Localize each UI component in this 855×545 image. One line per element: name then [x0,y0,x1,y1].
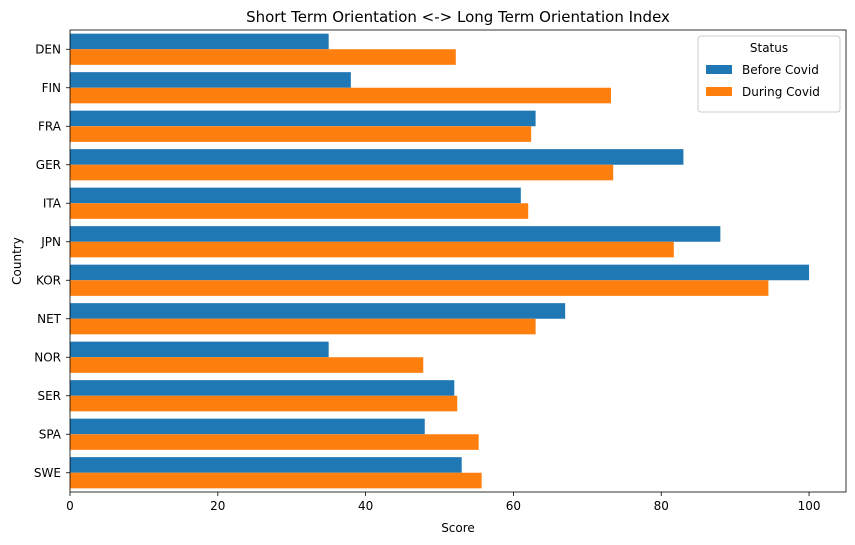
y-tick-label-ita: ITA [43,196,62,210]
y-axis-label: Country [10,237,24,285]
plot-area [69,29,847,493]
y-axis: DEN FIN FRA GER ITA JPN KOR NET NOR SER SPA SWE [34,42,70,480]
bar-den-before-covid [70,33,329,50]
bar-nor-during-covid [70,357,424,373]
bar-den-during-covid [70,49,456,65]
bar-ger-during-covid [70,164,614,181]
y-tick-label-fra: FRA [38,119,62,133]
bar-ser-before-covid [70,380,455,396]
y-tick-label-spa: SPA [39,427,62,441]
bar-nor-before-covid [70,341,329,358]
legend-label-before-covid: Before Covid [742,63,819,77]
bar-kor-during-covid [70,280,769,296]
legend-title: Status [750,41,788,55]
legend: Status Before Covid During Covid [697,35,841,113]
y-tick-label-fin: FIN [42,81,61,95]
x-tick-label: 60 [506,499,521,513]
bar-kor-before-covid [70,264,810,281]
y-tick-label-nor: NOR [34,350,61,364]
bar-net-during-covid [70,318,536,335]
legend-label-during-covid: During Covid [742,85,820,99]
y-tick-label-kor: KOR [36,273,61,287]
bar-fra-before-covid [70,110,536,127]
bar-spa-before-covid [70,418,425,435]
x-tick-label: 80 [654,499,669,513]
legend-swatch-during-covid [706,87,732,96]
y-tick-label-ger: GER [36,158,61,172]
bar-jpn-before-covid [70,226,721,242]
bar-fin-during-covid [70,87,611,104]
chart-title: Short Term Orientation <-> Long Term Ori… [246,8,670,26]
plot-frame [69,29,847,493]
x-tick-label: 20 [210,499,225,513]
bar-ita-during-covid [70,203,529,219]
bar-fin-before-covid [70,72,351,88]
legend-box [697,35,841,113]
y-tick-label-den: DEN [35,42,61,56]
x-tick-label: 0 [66,499,74,513]
bar-fra-during-covid [70,126,532,142]
bar-ser-during-covid [70,395,458,412]
y-tick-label-swe: SWE [34,466,61,480]
bar-ger-before-covid [70,149,684,165]
x-axis-label: Score [441,521,475,535]
y-tick-label-net: NET [37,312,62,326]
x-tick-label: 100 [798,499,821,513]
x-axis: 0 20 40 60 80 100 [66,492,821,513]
bar-swe-before-covid [70,457,462,473]
bar-net-before-covid [70,303,566,319]
bar-ita-before-covid [70,187,521,204]
x-tick-label: 40 [358,499,373,513]
legend-swatch-before-covid [706,65,732,74]
bar-spa-during-covid [70,434,479,450]
bar-swe-during-covid [70,472,482,489]
y-tick-label-jpn: JPN [40,235,61,249]
y-tick-label-ser: SER [37,389,61,403]
bar-jpn-during-covid [70,241,674,258]
